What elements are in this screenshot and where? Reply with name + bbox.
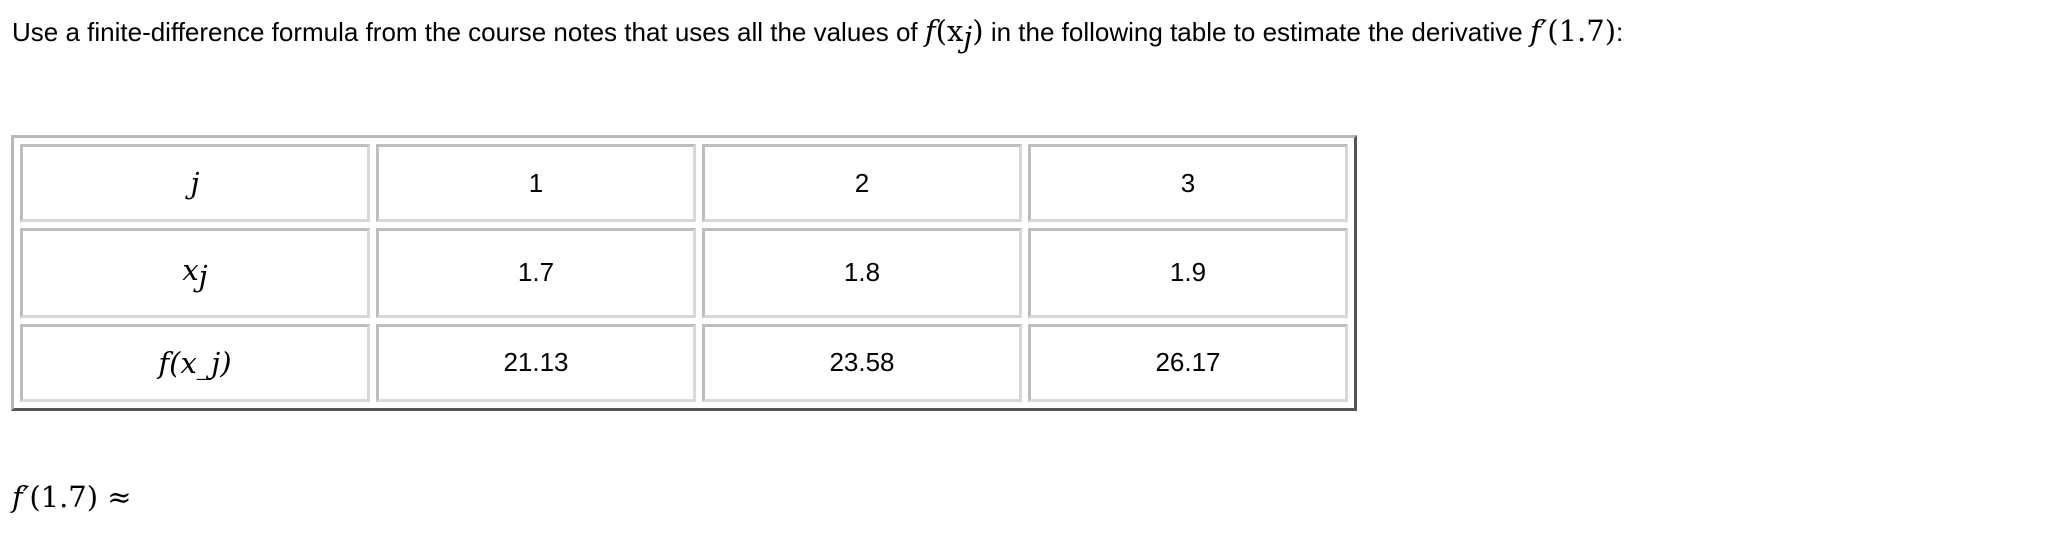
table-cell: 3	[1028, 144, 1348, 223]
table-row: j 1 2 3	[20, 144, 1348, 223]
table-row: f(x_j) 21.13 23.58 26.17	[20, 323, 1348, 402]
colon: :	[1616, 17, 1624, 47]
table-cell: 2	[702, 144, 1022, 223]
math-f: f	[924, 14, 936, 48]
table-cell: 1	[376, 144, 696, 223]
row-header-fxj: f(x_j)	[20, 323, 370, 402]
math-deriv: f′	[1529, 14, 1548, 48]
math-close: )	[972, 14, 984, 48]
approx-symbol: ≈	[98, 480, 132, 514]
math-paren-x: (x	[935, 14, 964, 48]
table-cell: 1.7	[376, 228, 696, 318]
question-prompt: Use a finite-difference formula from the…	[12, 14, 1623, 54]
row-header-fxj-text: f(x_j)	[158, 345, 232, 380]
table-cell: 1.8	[702, 228, 1022, 318]
answer-arg: (1.7)	[29, 480, 99, 514]
table-cell: 26.17	[1028, 323, 1348, 402]
math-deriv-arg: (1.7)	[1547, 14, 1617, 48]
answer-f: f′	[12, 480, 30, 514]
row-header-j: j	[20, 144, 370, 223]
answer-label: f′(1.7) ≈	[12, 480, 132, 514]
table-cell: 23.58	[702, 323, 1022, 402]
data-table: j 1 2 3 xj 1.7 1.8 1.9 f(x_j) 21.13 23.5…	[11, 135, 1357, 411]
table-cell: 1.9	[1028, 228, 1348, 318]
table-row: xj 1.7 1.8 1.9	[20, 228, 1348, 318]
row-header-xj: xj	[20, 228, 370, 318]
math-sub-j: j	[963, 20, 973, 55]
table-cell: 21.13	[376, 323, 696, 402]
prompt-text: Use a finite-difference formula from the…	[12, 17, 925, 47]
prompt-text-after: in the following table to estimate the d…	[983, 17, 1530, 47]
